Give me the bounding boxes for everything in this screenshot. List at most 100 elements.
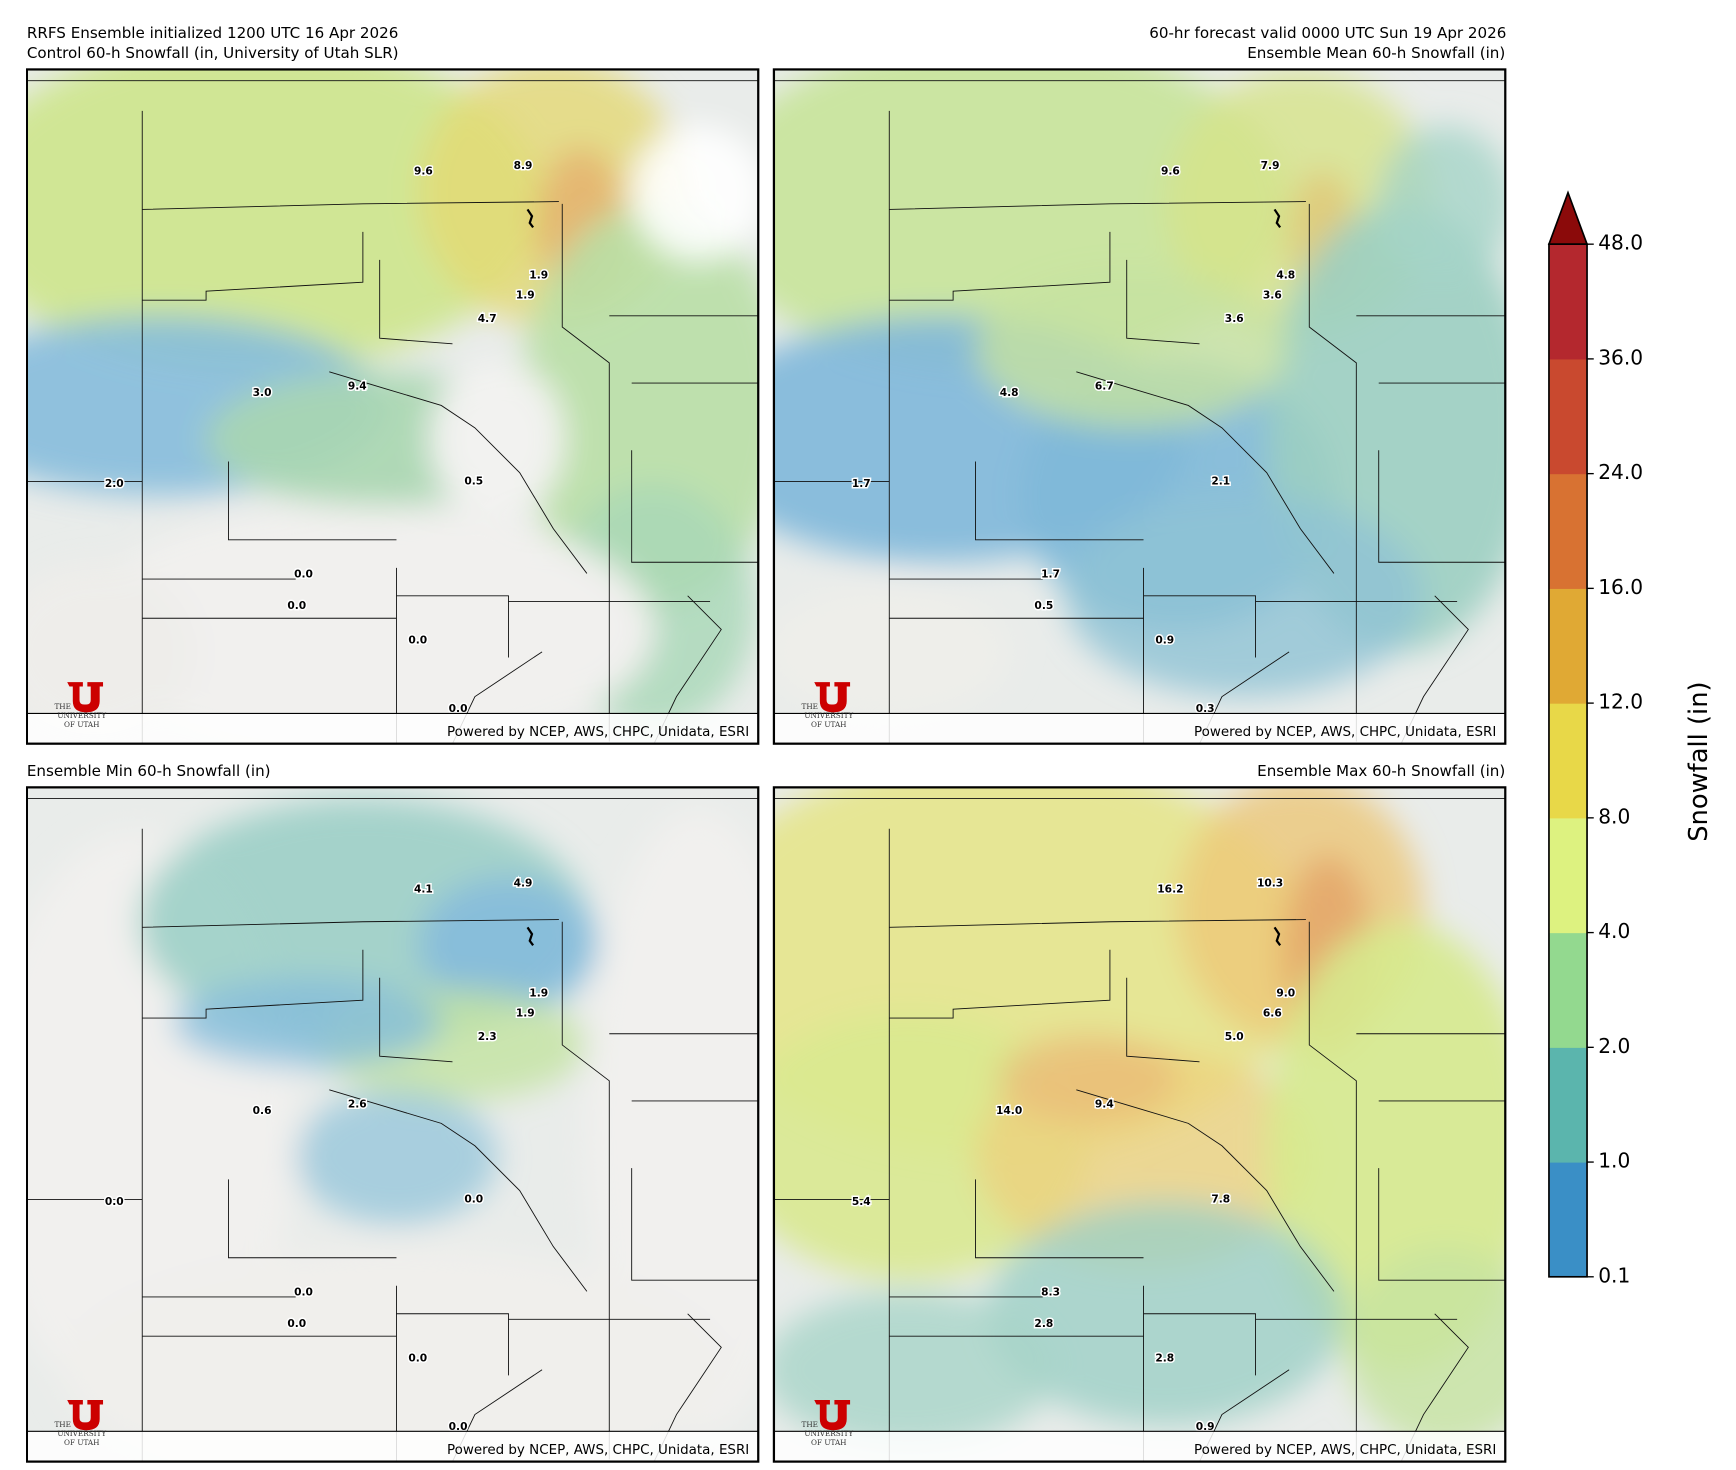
snow-area [71,506,654,744]
point-value: 6.6 [1263,1007,1282,1020]
colorbar-tick-label: 4.0 [1598,919,1630,943]
boundary [889,201,1306,210]
point-value: 9.0 [1276,986,1295,999]
point-value: 0.0 [105,1195,124,1208]
panel-frame [25,786,760,1463]
snow-area [997,1033,1178,1124]
boundary [142,201,559,210]
point-value: 1.9 [529,986,548,999]
boundary [1126,977,1200,1063]
boundary [975,1179,1144,1259]
logo-u [67,682,104,713]
snow-area [26,562,195,742]
credit: Powered by NCEP, AWS, CHPC, Unidata, ESR… [447,725,749,740]
panel-frame [25,68,760,745]
lake [1273,208,1282,229]
logo-text: THE [802,702,819,711]
point-value: 0.5 [464,475,483,488]
boundary [1143,1313,1256,1376]
point-value: 0.0 [294,568,313,581]
point-value: 14.0 [996,1104,1022,1117]
point-value: 4.9 [514,877,533,890]
lake [526,926,535,946]
lake [526,208,535,229]
panel-title: Ensemble Max 60-h Snowfall (in) [1257,762,1505,780]
boundary [142,919,559,928]
snow-area [295,1089,498,1225]
boundary [631,1168,759,1281]
point-value: 7.8 [1211,1193,1230,1206]
logo-text: UNIVERSITY [804,1429,853,1438]
map-panel: 4.1 4.9 1.9 1.9 2.3 0.6 2.6 0.0 0.0 0.0 0.0 0.0 0.0 P… [25,786,760,1463]
run-title: RRFS Ensemble initialized 1200 UTC 16 Ap… [27,24,399,42]
boundary [975,461,1144,541]
point-value: 1.9 [529,269,548,282]
point-value: 1.7 [852,477,871,490]
panel-frame [772,68,1507,745]
colorbar-tick-label: 48.0 [1598,231,1643,255]
point-value: 0.0 [449,1420,468,1433]
map-field [773,69,1506,744]
point-value: 9.6 [414,164,433,177]
point-value: 1.7 [1041,568,1060,581]
boundary [379,259,453,345]
point-value: 2.1 [1211,475,1230,488]
logo-text: OF UTAH [64,720,99,729]
map-field [26,787,759,1462]
boundary [889,231,1111,301]
point-value: 10.3 [1257,877,1283,890]
boundary [1126,259,1200,345]
colorbar-tick-label: 36.0 [1598,345,1643,369]
colorbar-tick-label: 8.0 [1598,804,1630,828]
colorbar-bin [1548,588,1588,704]
colorbar-tick-label: 0.1 [1598,1263,1630,1287]
logo-text: OF UTAH [811,1438,846,1447]
logo-text: OF UTAH [811,720,846,729]
point-value: 0.9 [1155,634,1174,647]
colorbar-tick-label: 16.0 [1598,575,1643,599]
point-value: 1.9 [516,1007,535,1020]
credit: Powered by NCEP, AWS, CHPC, Unidata, ESR… [1194,725,1496,740]
colorbar-bin [1548,473,1588,589]
snow-area [418,876,599,1012]
point-value: 0.0 [408,634,427,647]
point-value: 0.9 [1196,1420,1215,1433]
point-value: 2.8 [1034,1317,1053,1330]
colorbar-bin [1548,932,1588,1048]
credit: Powered by NCEP, AWS, CHPC, Unidata, ESR… [1194,1443,1496,1458]
boundary [1378,450,1506,563]
boundary [379,977,453,1063]
credit-bar [773,1431,1506,1462]
point-value: 7.9 [1261,159,1280,172]
colorbar-tick-label: 1.0 [1598,1149,1630,1173]
colorbar-bin [1548,358,1588,475]
map-panel: 16.2 10.3 9.0 6.6 5.0 14.0 9.4 7.8 5.4 8.3 2.8 2.8 0… [772,786,1507,1463]
boundary [1143,595,1256,658]
logo-text: UNIVERSITY [57,711,106,720]
panel-title: Ensemble Mean 60-h Snowfall (in) [1247,44,1505,62]
logo-text: OF UTAH [64,1438,99,1447]
map-panel: 9.6 8.9 1.9 1.9 4.7 3.0 9.4 0.5 2.0 0.0 0.0 0.0 0.0 P… [25,68,760,745]
credit-bar [26,713,759,744]
credit: Powered by NCEP, AWS, CHPC, Unidata, ESR… [447,1443,749,1458]
map-panel: 9.6 7.9 4.8 3.6 3.6 4.8 6.7 2.1 1.7 1.7 0.5 0.9 0.3 P… [772,68,1507,745]
snow-area [1345,1246,1506,1449]
colorbar-bin [1548,244,1588,360]
logo-u [814,682,851,713]
point-value: 1.9 [516,289,535,302]
map-field [773,787,1506,1462]
snow-area [773,584,1010,720]
snow-field [26,69,759,744]
point-value: 4.1 [414,882,433,895]
point-value: 0.0 [287,1317,306,1330]
point-value: 0.0 [449,702,468,715]
point-value: 9.6 [1161,164,1180,177]
logo-text: THE [54,702,71,711]
point-value: 5.4 [852,1195,871,1208]
valid-title: 60-hr forecast valid 0000 UTC Sun 19 Apr… [1149,24,1506,42]
credit-bar [773,713,1506,744]
logo-text: UNIVERSITY [804,711,853,720]
point-value: 3.6 [1263,289,1282,302]
